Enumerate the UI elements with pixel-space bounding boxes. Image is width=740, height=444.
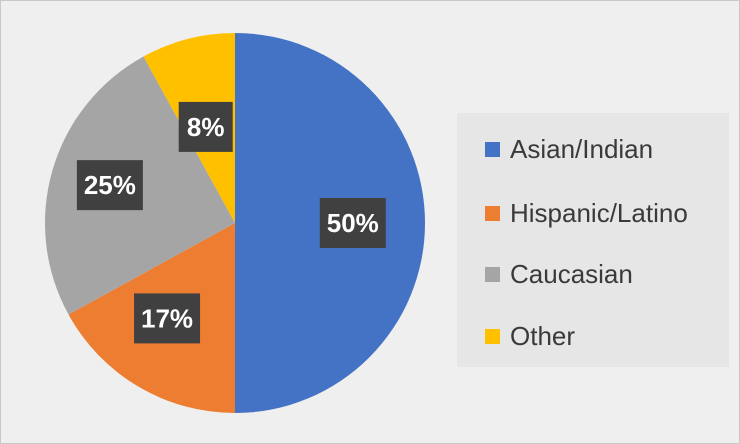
legend-label-asian-indian: Asian/Indian: [510, 133, 654, 164]
legend: Asian/Indian Hispanic/Latino Caucasian O…: [457, 113, 729, 367]
legend-item-asian-indian: Asian/Indian: [485, 131, 653, 167]
data-label-box: [134, 293, 201, 344]
legend-swatch-hispanic-latino: [485, 205, 500, 221]
legend-label-caucasian: Caucasian: [510, 258, 633, 289]
legend-item-caucasian: Caucasian: [485, 256, 633, 292]
legend-swatch-other: [485, 328, 500, 344]
data-label-text: 8%: [187, 112, 225, 142]
legend-swatch-caucasian: [485, 266, 500, 282]
data-label-box: [76, 160, 143, 211]
data-label-box: [319, 198, 386, 248]
data-label-other: 8%: [178, 101, 233, 152]
legend-label-other: Other: [510, 320, 576, 351]
data-label-box: [178, 101, 233, 152]
data-label-caucasian: 25%: [76, 160, 143, 211]
data-label-hispanic-latino: 17%: [134, 293, 201, 344]
data-label-asian-indian: 50%: [319, 198, 386, 248]
legend-item-other: Other: [485, 318, 575, 354]
data-label-text: 50%: [327, 208, 379, 238]
legend-swatch-asian-indian: [485, 141, 500, 157]
data-label-text: 17%: [141, 303, 193, 333]
legend-label-hispanic-latino: Hispanic/Latino: [510, 197, 688, 228]
legend-item-hispanic-latino: Hispanic/Latino: [485, 195, 688, 231]
data-label-text: 25%: [84, 170, 136, 200]
